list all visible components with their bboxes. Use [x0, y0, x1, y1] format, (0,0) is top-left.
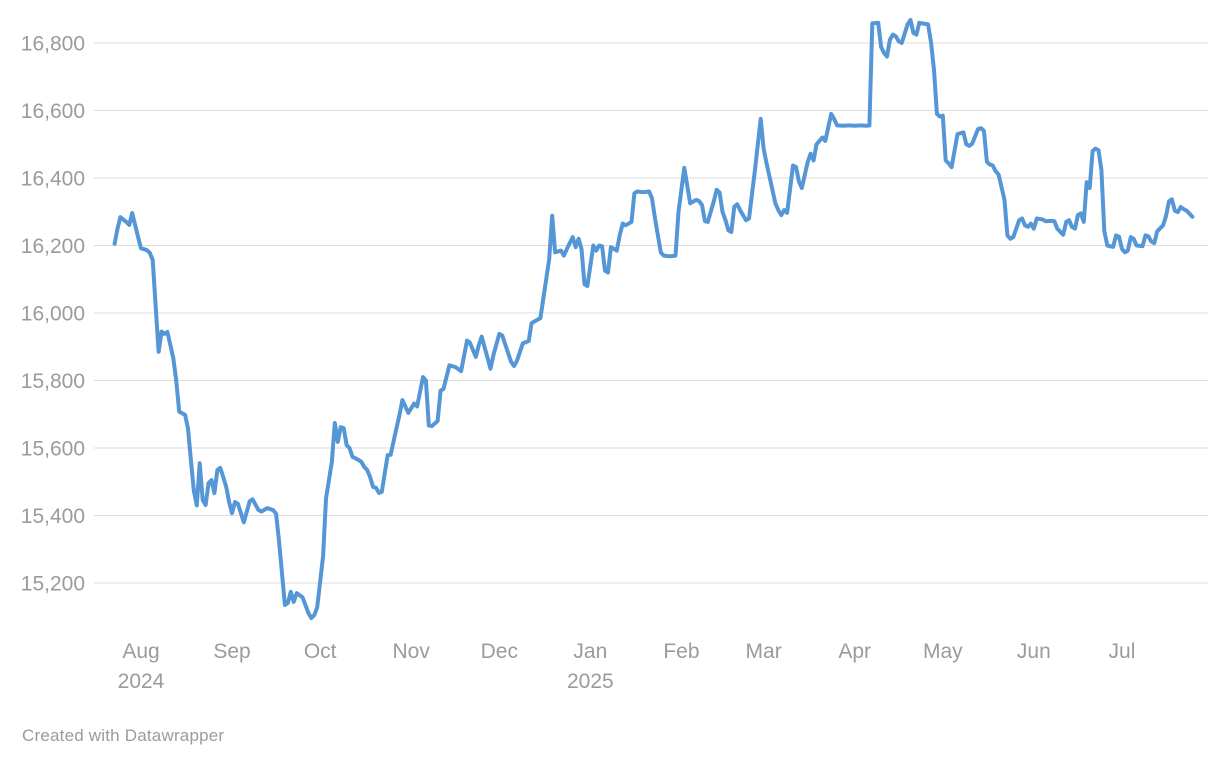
x-tick-label: Nov [393, 640, 431, 663]
x-tick-label: Jul [1109, 640, 1136, 663]
chart-svg: 16,800 16,600 16,400 16,200 16,000 15,800 15,6… [21, 18, 1208, 693]
y-tick-label: 16,200 [21, 235, 85, 258]
y-tick-label: 16,800 [21, 33, 85, 56]
line-chart: 16,800 16,600 16,400 16,200 16,000 15,800 15,6… [21, 18, 1208, 693]
x-tick-label: Dec [481, 640, 518, 663]
x-tick-label: Feb [663, 640, 699, 663]
x-tick-label: Jan [573, 640, 607, 663]
x-tick-label: Aug [122, 640, 159, 663]
x-tick-label: Mar [746, 640, 782, 663]
datawrapper-credit: Created with Datawrapper [22, 726, 225, 745]
y-tick-label: 15,800 [21, 370, 85, 393]
x-tick-label: Oct [304, 640, 337, 663]
x-tick-year-label: 2025 [567, 670, 614, 693]
y-tick-label: 15,200 [21, 573, 85, 596]
x-tick-label: May [923, 640, 963, 663]
y-tick-label: 15,400 [21, 505, 85, 528]
y-tick-label: 16,400 [21, 168, 85, 191]
x-tick-label: Jun [1017, 640, 1051, 663]
data-line [112, 18, 1195, 621]
x-tick-label: Sep [213, 640, 250, 663]
x-tick-year-label: 2024 [118, 670, 165, 693]
y-tick-label: 16,000 [21, 303, 85, 326]
x-tick-label: Apr [838, 640, 871, 663]
y-tick-label: 16,600 [21, 100, 85, 123]
y-tick-label: 15,600 [21, 438, 85, 461]
